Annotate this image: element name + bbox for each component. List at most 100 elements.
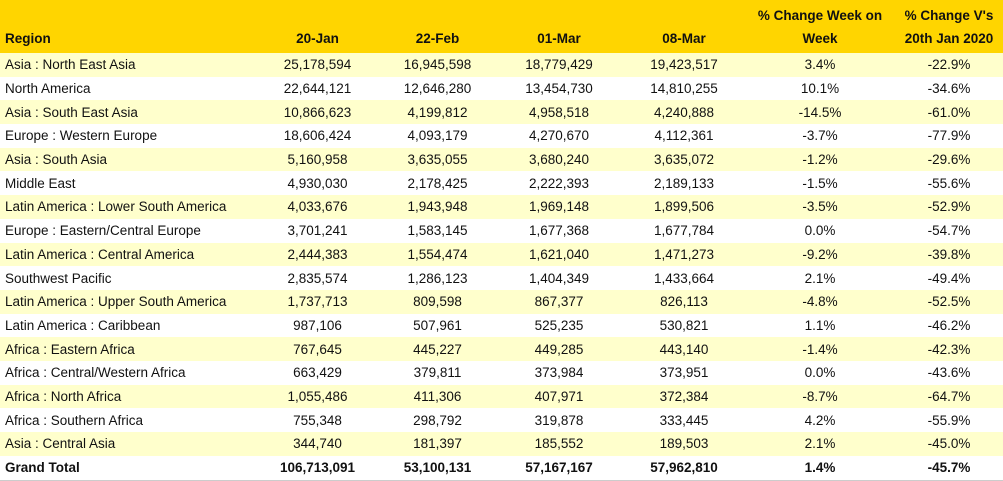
value-cell: -34.6%	[927, 81, 971, 97]
value-cell: -52.5%	[895, 289, 1003, 314]
value-cell: -77.9%	[927, 128, 971, 144]
value-cell: 1,677,368	[528, 223, 590, 239]
table-row: Asia : South East Asia 10,866,623 4,199,81…	[0, 100, 1003, 125]
value-cell: -39.8%	[895, 242, 1003, 267]
header-row: Region 20-Jan 22-Feb 01-Mar 08-Mar% Change W…	[0, 0, 1003, 53]
value-cell: 2,178,425	[407, 175, 468, 191]
value-cell: 4,093,179	[407, 128, 468, 144]
region-cell: Asia : North East Asia	[0, 53, 255, 77]
value-cell: 1.4%	[745, 455, 895, 481]
value-cell: 373,951	[659, 365, 709, 381]
value-cell: -54.7%	[927, 223, 971, 239]
value-cell: 333,445	[659, 412, 709, 428]
value-cell: 2,835,574	[287, 270, 348, 286]
value-cell: 767,645	[255, 337, 380, 361]
value-cell: 443,140	[623, 337, 745, 361]
table-row: Southwest Pacific 2,835,574 1,286,123 1,404…	[0, 266, 1003, 290]
value-cell: 25,178,594	[255, 53, 380, 77]
value-cell: 1.1%	[804, 317, 836, 333]
table-row: Africa : Eastern Africa 767,645 445,227 449…	[0, 337, 1003, 361]
value-cell: 0.0%	[804, 365, 836, 381]
value-cell: 57,962,810	[623, 455, 745, 481]
value-cell: 663,429	[293, 365, 342, 381]
value-cell: 1,677,784	[653, 223, 715, 239]
table-row: Middle East 4,930,030 2,178,425 2,222,393 2,…	[0, 171, 1003, 195]
region-cell: Africa : Central/Western Africa	[5, 365, 186, 381]
value-cell: 867,377	[495, 289, 623, 314]
value-cell: 344,740	[255, 432, 380, 456]
value-cell: 3,635,055	[380, 147, 495, 172]
value-cell: -9.2%	[745, 242, 895, 267]
value-cell: 530,821	[659, 317, 709, 333]
value-cell: 12,646,280	[403, 81, 472, 97]
value-cell: -45.7%	[895, 455, 1003, 481]
value-cell: 1,899,506	[623, 195, 745, 219]
value-cell: -29.6%	[895, 147, 1003, 172]
value-cell: 2,222,393	[528, 175, 590, 191]
value-cell: -22.9%	[895, 53, 1003, 77]
value-cell: 57,167,167	[495, 455, 623, 481]
value-cell: 3,680,240	[495, 147, 623, 172]
value-cell: -8.7%	[745, 384, 895, 409]
value-cell: 3,701,241	[287, 223, 348, 239]
value-cell: -1.2%	[745, 147, 895, 172]
value-cell: -42.3%	[895, 337, 1003, 361]
value-cell: 2,444,383	[255, 242, 380, 267]
value-cell: -49.4%	[927, 270, 971, 286]
value-cell: 1,055,486	[255, 384, 380, 409]
value-cell: 1,286,123	[407, 270, 468, 286]
value-cell: -1.5%	[802, 175, 838, 191]
value-cell: 1,621,040	[495, 242, 623, 267]
value-cell: 18,606,424	[283, 128, 352, 144]
value-cell: 181,397	[380, 432, 495, 456]
value-cell: 507,961	[413, 317, 462, 333]
value-cell: 106,713,091	[255, 455, 380, 481]
value-cell: 3,635,072	[623, 147, 745, 172]
value-cell: 809,598	[380, 289, 495, 314]
table-row: Asia : Central Asia 344,740 181,397 185,552…	[0, 432, 1003, 456]
region-cell: Asia : South East Asia	[0, 100, 255, 125]
value-cell: 411,306	[380, 384, 495, 409]
value-cell: -3.5%	[745, 195, 895, 219]
table-row: Latin America : Caribbean 987,106 507,961 5…	[0, 314, 1003, 338]
region-cell: Latin America : Central America	[0, 242, 255, 267]
table-row: Asia : South Asia 5,160,958 3,635,055 3,680…	[0, 147, 1003, 172]
value-cell: 4,112,361	[654, 128, 714, 144]
value-cell: 185,552	[495, 432, 623, 456]
value-cell: 22,644,121	[283, 81, 352, 97]
value-cell: 1,737,713	[255, 289, 380, 314]
value-cell: -4.8%	[745, 289, 895, 314]
region-cell: Latin America : Lower South America	[0, 195, 255, 219]
value-cell: 1,433,664	[653, 270, 715, 286]
value-cell: 373,984	[534, 365, 584, 381]
value-cell: 3.4%	[745, 53, 895, 77]
column-header: % Change V's 20th Jan 2020	[895, 0, 1003, 53]
value-cell: 4,270,670	[528, 128, 590, 144]
value-cell: 18,779,429	[495, 53, 623, 77]
region-cell: Latin America : Caribbean	[5, 317, 161, 333]
region-cell: Europe : Eastern/Central Europe	[5, 223, 201, 239]
column-header: Region	[0, 0, 255, 53]
region-cell: Asia : South Asia	[0, 147, 255, 172]
value-cell: 2,189,133	[653, 175, 715, 191]
column-header: 22-Feb	[380, 0, 495, 53]
value-cell: 407,971	[495, 384, 623, 409]
region-cell: Southwest Pacific	[5, 270, 112, 286]
value-cell: 13,454,730	[525, 81, 593, 97]
value-cell: 379,811	[413, 365, 462, 381]
region-cell: Africa : Eastern Africa	[0, 337, 255, 361]
value-cell: 525,235	[534, 317, 584, 333]
table-row: Latin America : Lower South America 4,033…	[0, 195, 1003, 219]
region-cell: Asia : Central Asia	[0, 432, 255, 456]
value-cell: 1,471,273	[623, 242, 745, 267]
value-cell: -55.9%	[927, 412, 971, 428]
value-cell: 5,160,958	[255, 147, 380, 172]
region-cell: Middle East	[5, 175, 76, 191]
value-cell: -43.6%	[927, 365, 971, 381]
region-cell: Grand Total	[0, 455, 255, 481]
value-cell: 1,583,145	[407, 223, 468, 239]
value-cell: -52.9%	[895, 195, 1003, 219]
value-cell: 1,404,349	[528, 270, 590, 286]
value-cell: 189,503	[623, 432, 745, 456]
